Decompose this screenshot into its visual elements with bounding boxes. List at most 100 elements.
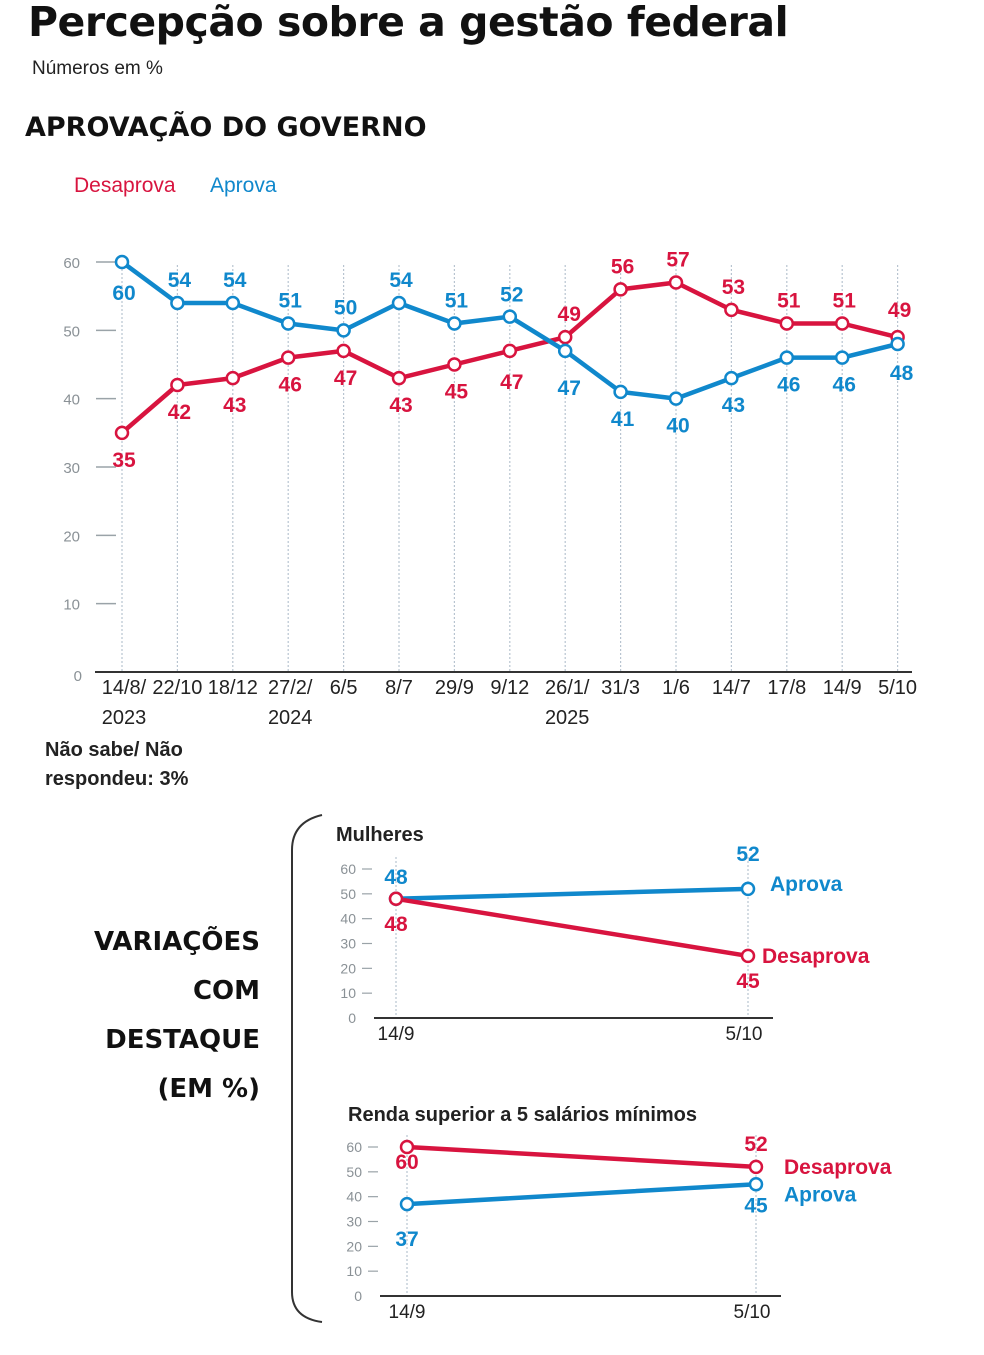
data-point: [399, 1196, 415, 1212]
data-point: [890, 336, 905, 352]
legend-aprova: Aprova: [210, 174, 277, 197]
data-label: 50: [334, 296, 357, 319]
x-tick-label: 6/5: [330, 677, 358, 699]
y-tick-label: 30: [63, 460, 80, 477]
y-tick-label: 60: [63, 255, 80, 272]
data-point: [613, 282, 628, 297]
note-line-1: Não sabe/ Não: [45, 739, 183, 761]
highlights-title-line: (EM %): [157, 1074, 260, 1104]
x-tick-label: 14/8/: [102, 677, 147, 699]
data-label: 48: [384, 866, 408, 889]
y-tick-label: 20: [340, 960, 356, 976]
x-tick-label: 14/7: [712, 677, 751, 699]
data-label: 46: [279, 374, 302, 397]
data-point: [225, 295, 241, 311]
highlights-title: VARIAÇÕES COM DESTAQUE (EM %): [60, 918, 260, 1114]
x-tick-label: 2023: [102, 707, 147, 729]
data-label: 51: [833, 290, 857, 313]
x-tick-label: 2024: [268, 707, 313, 729]
data-point: [740, 948, 756, 964]
series-line-desaprova: [404, 1144, 759, 1170]
data-label: 60: [395, 1151, 418, 1174]
data-label: 43: [389, 394, 412, 417]
data-point: [748, 1177, 764, 1192]
x-tick-label: 5/10: [878, 677, 917, 699]
data-point: [724, 302, 739, 318]
data-point: [557, 343, 573, 359]
data-point: [668, 275, 684, 290]
y-tick-label: 30: [346, 1214, 362, 1230]
data-point: [280, 350, 296, 365]
data-label: 45: [744, 1194, 768, 1217]
x-tick-label: 2025: [545, 707, 590, 729]
y-tick-label: 10: [63, 597, 80, 614]
y-tick-label: 40: [340, 911, 356, 927]
data-label: 54: [168, 269, 192, 292]
data-label: 54: [223, 269, 247, 292]
series-legend-label: Desaprova: [762, 945, 870, 968]
data-label: 52: [736, 843, 759, 866]
x-tick-label: 27/2/: [268, 677, 313, 699]
x-tick-label: 14/9: [378, 1024, 415, 1045]
small-chart-title: Mulheres: [336, 824, 424, 846]
note-line-2: respondeu: 3%: [45, 768, 189, 790]
data-point: [170, 377, 185, 393]
data-label: 52: [500, 284, 523, 307]
data-point: [502, 309, 518, 324]
data-label: 47: [558, 377, 581, 400]
data-point: [834, 316, 850, 331]
data-point: [557, 329, 573, 345]
x-tick-label: 18/12: [208, 677, 258, 699]
data-point: [336, 323, 351, 338]
data-label: 49: [888, 299, 911, 322]
y-tick-label: 50: [346, 1164, 362, 1180]
y-tick-label: 20: [346, 1238, 362, 1254]
data-point: [748, 1159, 764, 1175]
x-tick-label: 5/10: [726, 1024, 763, 1045]
data-label: 57: [666, 249, 689, 272]
bracket: [291, 814, 323, 1323]
data-point: [280, 316, 296, 331]
data-label: 48: [384, 913, 408, 936]
x-tick-label: 17/8: [767, 677, 806, 699]
x-tick-label: 26/1/: [545, 677, 590, 699]
series-line-aprova: [404, 1182, 759, 1207]
series-line-aprova: [393, 886, 751, 902]
series-legend-label: Aprova: [770, 873, 843, 896]
y-tick-label: 10: [346, 1263, 362, 1279]
data-label: 40: [666, 415, 689, 438]
highlights-title-line: COM: [192, 976, 260, 1006]
x-tick-label: 31/3: [601, 677, 640, 699]
data-point: [724, 370, 739, 386]
y-tick-label: 40: [63, 392, 80, 409]
no-answer-note: Não sabe/ Não respondeu: 3%: [45, 736, 188, 794]
x-tick-label: 9/12: [490, 677, 529, 699]
y-tick-label: 50: [340, 886, 356, 902]
data-point: [502, 343, 518, 359]
data-label: 37: [395, 1228, 418, 1251]
data-label: 47: [500, 371, 523, 394]
y-tick-label: 60: [346, 1139, 362, 1155]
data-label: 60: [112, 282, 135, 305]
data-label: 43: [223, 394, 246, 417]
data-label: 54: [389, 269, 413, 292]
data-label: 35: [112, 449, 136, 472]
data-label: 48: [890, 362, 914, 385]
data-label: 45: [736, 970, 760, 993]
data-label: 45: [445, 381, 469, 404]
data-point: [391, 295, 407, 311]
data-point: [114, 254, 130, 270]
x-tick-label: 29/9: [435, 677, 474, 699]
data-point: [668, 391, 684, 406]
data-label: 47: [334, 367, 357, 390]
data-label: 51: [279, 290, 303, 313]
series-line-desaprova: [393, 896, 751, 959]
y-tick-label: 60: [340, 861, 356, 877]
y-tick-label: 0: [74, 668, 82, 685]
data-label: 46: [833, 374, 856, 397]
x-tick-label: 8/7: [385, 677, 413, 699]
series-legend-label: Aprova: [784, 1183, 857, 1206]
data-label: 53: [722, 276, 745, 299]
y-tick-label: 30: [340, 936, 356, 952]
data-label: 51: [445, 290, 469, 313]
